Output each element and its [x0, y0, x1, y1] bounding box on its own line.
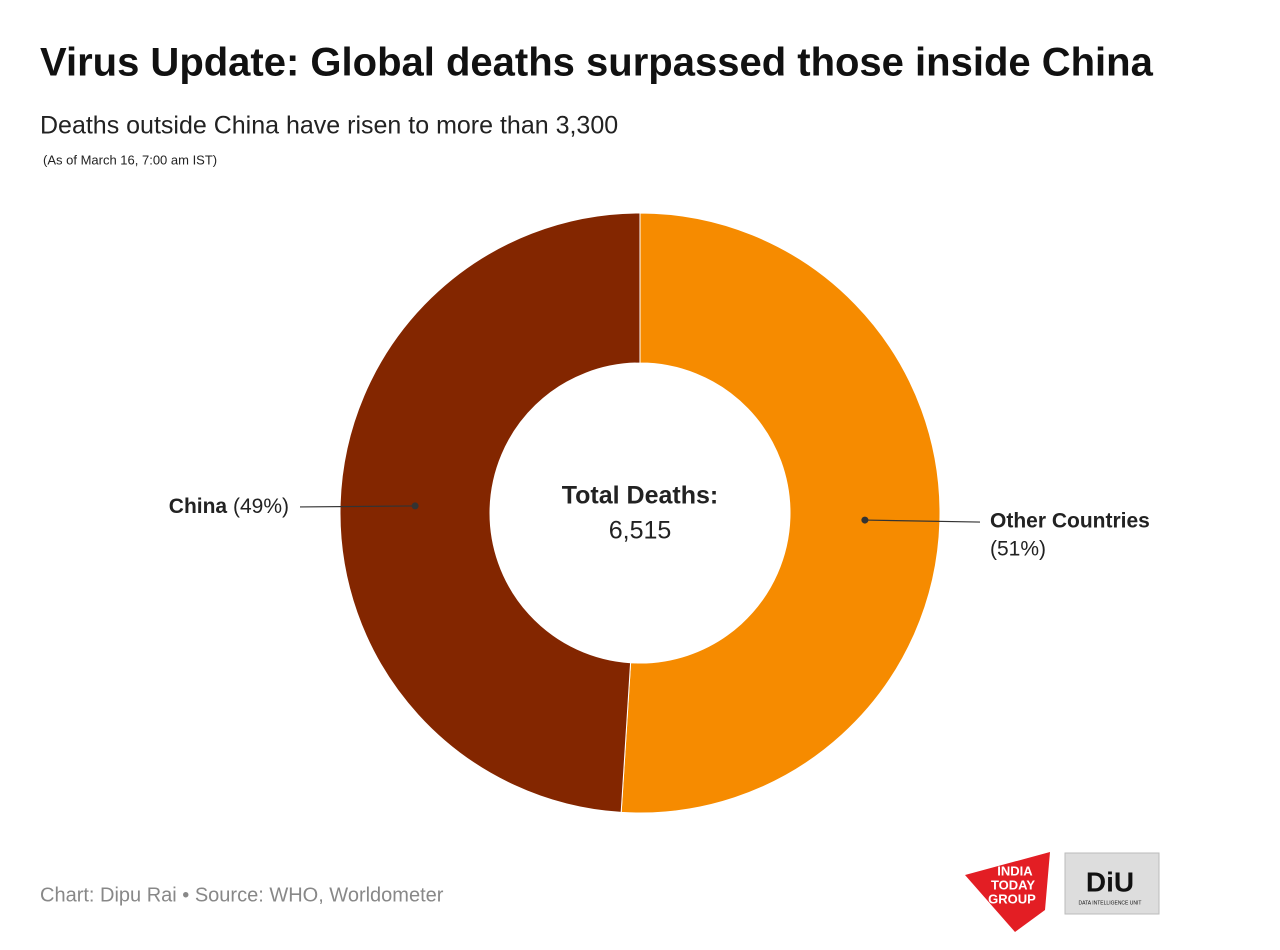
leader-dot	[861, 516, 869, 524]
leader-line	[299, 505, 416, 508]
slice-value-label: (51%)	[990, 538, 1046, 561]
leader-line	[864, 519, 981, 523]
india-today-logo: INDIA TODAY GROUP	[965, 852, 1050, 932]
slice-label-group: China (49%)	[169, 494, 289, 517]
logo-text: DiU	[1086, 866, 1134, 897]
logo-text: GROUP	[988, 891, 1036, 906]
slice-value-label: (49%)	[233, 494, 289, 517]
logo-text: INDIA	[997, 863, 1033, 878]
center-total: 6,515	[609, 517, 672, 545]
source: Chart: Dipu Rai • Source: WHO, Worldomet…	[40, 884, 444, 906]
slice-label: Other Countries	[990, 510, 1150, 533]
pie-slice	[339, 212, 641, 813]
chart-title: Virus Update: Global deaths surpassed th…	[40, 41, 1154, 85]
logo-shape	[965, 852, 1050, 932]
diu-logo: DiU DATA INTELLIGENCE UNIT	[1064, 852, 1160, 915]
slice-label: China	[169, 494, 228, 517]
chart-subtitle: Deaths outside China have risen to more …	[40, 112, 618, 140]
leader-dot	[411, 502, 419, 510]
center-title: Total Deaths:	[562, 482, 719, 510]
pie-slice	[620, 212, 941, 814]
chart-note: (As of March 16, 7:00 am IST)	[43, 152, 217, 167]
logo-subtext: DATA INTELLIGENCE UNIT	[1079, 900, 1142, 906]
logo-text: TODAY	[991, 877, 1035, 892]
logo-box	[1064, 852, 1160, 915]
